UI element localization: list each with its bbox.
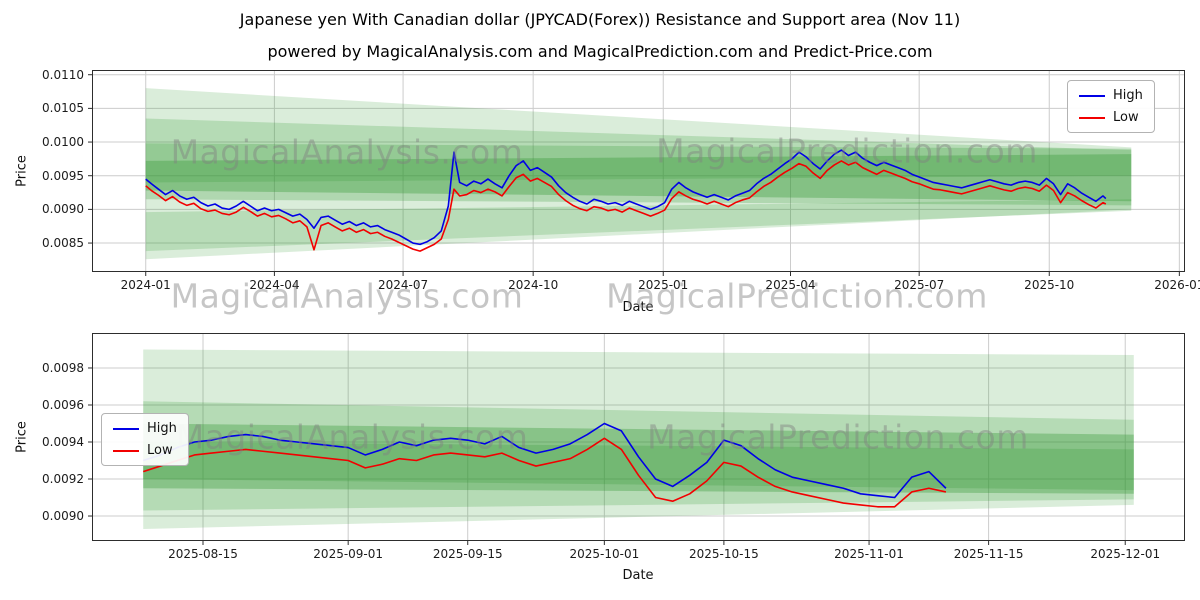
low-series-line [145,160,1107,252]
low-line-swatch [1079,116,1105,119]
plot-border [92,70,1185,272]
support-resistance-band [143,349,1134,529]
low-series-line [142,437,947,508]
low-line-swatch [113,449,139,452]
legend-label-high: High [147,421,177,436]
high-line-swatch [1079,94,1105,97]
legend-label-low: Low [1113,110,1139,125]
y-axis-label-main: Price [14,155,30,187]
high-series-line [145,149,1107,246]
chart-title: Japanese yen With Canadian dollar (JPYCA… [239,10,961,29]
legend-label-high: High [1113,88,1143,103]
y-axis-label-sub: Price [14,421,30,453]
legend-label-low: Low [147,443,173,458]
legend-item-low: Low [1079,110,1143,125]
plot-border [92,333,1185,541]
support-resistance-band [145,143,1132,206]
legend-item-low: Low [113,443,177,458]
support-resistance-band [145,118,1132,183]
high-line-swatch [113,427,139,430]
legend-sub: High Low [101,413,189,466]
support-resistance-band [145,199,1132,252]
support-resistance-band [143,423,1134,494]
x-axis-label-sub: Date [622,568,654,583]
support-resistance-band [145,88,1132,260]
legend-main: High Low [1067,80,1155,133]
x-axis-label-main: Date [622,300,654,315]
support-resistance-band [145,154,1132,202]
support-resistance-band [143,441,1134,491]
legend-item-high: High [1079,88,1143,103]
legend-item-high: High [113,421,177,436]
chart-subtitle: powered by MagicalAnalysis.com and Magic… [267,42,933,61]
high-series-line [142,422,947,499]
